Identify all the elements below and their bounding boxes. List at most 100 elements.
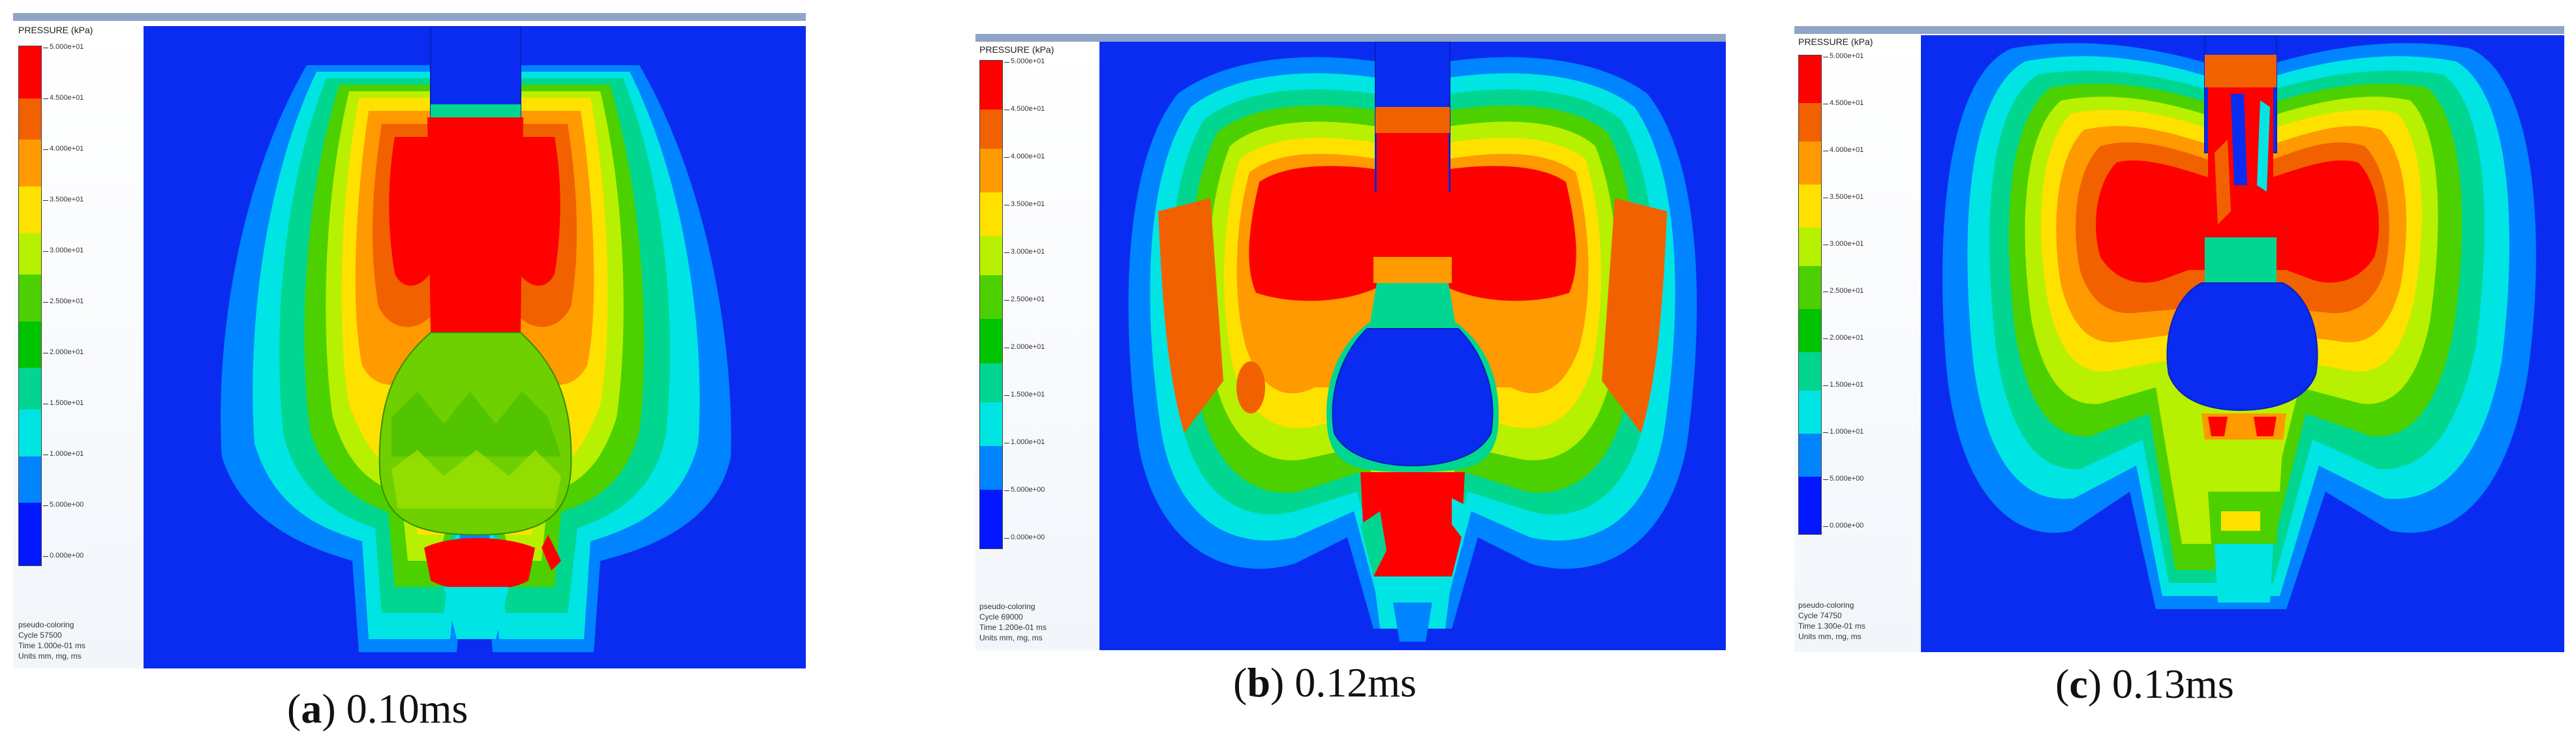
legend-swatch [1799, 352, 1821, 391]
legend-swatch [19, 275, 41, 322]
caption-b: (b) 0.12ms [1233, 659, 1417, 706]
legend-title: PRESSURE (kPa) [18, 25, 93, 35]
legend-tick: 0.000e+00 [1822, 522, 1864, 530]
simulation-info: pseudo-coloring Cycle 74750 Time 1.300e-… [1798, 600, 1865, 642]
caption-a: (a) 0.10ms [287, 685, 468, 732]
legend-swatch [980, 445, 1002, 490]
legend-swatch [19, 98, 41, 140]
legend-swatch [980, 192, 1002, 237]
legend-swatch [1799, 185, 1821, 228]
legend-tick: 5.000e+00 [1004, 486, 1045, 494]
legend-tick: 0.000e+00 [42, 552, 84, 560]
info-line: Time 1.000e-01 ms [18, 641, 85, 650]
legend-tick: 1.500e+01 [42, 399, 84, 407]
legend-swatch [19, 321, 41, 368]
legend-tick: 2.000e+01 [1004, 343, 1045, 351]
caption-c: (c) 0.13ms [2055, 661, 2234, 707]
legend-swatch [1799, 390, 1821, 434]
info-line: Time 1.300e-01 ms [1798, 621, 1865, 631]
legend-swatch [980, 61, 1002, 110]
legend-tick: 4.000e+01 [1822, 146, 1864, 154]
legend-tick: 1.000e+01 [42, 450, 84, 458]
legend-swatch [1799, 55, 1821, 104]
legend-tick: 4.500e+01 [42, 94, 84, 102]
legend-tick: 2.500e+01 [1004, 295, 1045, 303]
pressure-contour-plot [1921, 35, 2564, 652]
legend-swatch [19, 233, 41, 275]
legend-tick: 3.500e+01 [1004, 200, 1045, 208]
legend-swatch [980, 275, 1002, 320]
legend-swatch [1799, 228, 1821, 266]
legend-swatch [980, 363, 1002, 402]
caption-time: 0.13ms [2112, 661, 2234, 707]
legend-swatch [19, 186, 41, 233]
legend-swatch [980, 236, 1002, 276]
legend-swatch [980, 490, 1002, 548]
legend-swatch [1799, 308, 1821, 353]
info-line: Cycle 57500 [18, 631, 62, 640]
legend-tick: 5.000e+00 [42, 501, 84, 509]
contour-image [1099, 42, 1726, 650]
legend-swatch [1799, 433, 1821, 477]
info-line: Units mm, mg, ms [18, 651, 82, 661]
legend-swatch [980, 402, 1002, 446]
legend-swatch [19, 410, 41, 456]
legend-tick: 4.500e+01 [1004, 105, 1045, 113]
legend-tick: 2.000e+01 [42, 348, 84, 356]
legend-swatch [980, 148, 1002, 192]
info-line: Cycle 69000 [979, 612, 1023, 621]
legend-tick: 2.500e+01 [1822, 287, 1864, 295]
caption-letter: c [2069, 661, 2088, 707]
legend-tick: 5.000e+01 [1004, 57, 1045, 65]
legend-swatch [19, 368, 41, 410]
legend-title: PRESSURE (kPa) [979, 44, 1054, 55]
color-legend [18, 46, 42, 566]
pressure-contour-plot [144, 26, 806, 668]
legend-swatch [980, 109, 1002, 149]
panel-c: PRESSURE (kPa) 5.000e+01 4.500e+01 4.000… [1794, 26, 2564, 652]
legend-swatch [980, 319, 1002, 363]
legend-tick: 0.000e+00 [1004, 533, 1045, 541]
legend-tick: 3.500e+01 [42, 196, 84, 203]
legend-tick: 1.500e+01 [1004, 391, 1045, 398]
legend-tick: 4.000e+01 [42, 145, 84, 153]
caption-letter: a [301, 685, 322, 732]
legend-tick: 1.500e+01 [1822, 381, 1864, 389]
legend-tick: 2.500e+01 [42, 297, 84, 305]
legend-tick: 1.000e+01 [1822, 428, 1864, 436]
caption-time: 0.10ms [346, 685, 468, 732]
caption-letter: b [1247, 659, 1270, 706]
legend-swatch [19, 503, 41, 565]
legend-swatch [19, 140, 41, 187]
legend-swatch [19, 456, 41, 503]
legend-tick: 3.500e+01 [1822, 193, 1864, 201]
simulation-info: pseudo-coloring Cycle 57500 Time 1.000e-… [18, 620, 85, 661]
legend-tick: 3.000e+01 [1004, 248, 1045, 256]
legend-tick: 1.000e+01 [1004, 438, 1045, 446]
info-line: pseudo-coloring [18, 620, 74, 629]
info-line: Units mm, mg, ms [1798, 632, 1862, 641]
color-legend [979, 60, 1003, 549]
legend-tick: 2.000e+01 [1822, 334, 1864, 342]
legend-tick: 5.000e+01 [1822, 52, 1864, 60]
legend-swatch [1799, 142, 1821, 185]
info-line: pseudo-coloring [1798, 601, 1854, 610]
legend-tick: 3.000e+01 [1822, 240, 1864, 248]
panel-b: PRESSURE (kPa) 5.000e+01 4.500e+01 4.000… [975, 34, 1726, 650]
contour-image [144, 26, 806, 668]
panel-a: PRESSURE (kPa) 5.000e+01 4.500e+01 4.000… [13, 13, 806, 668]
color-legend [1798, 55, 1822, 535]
simulation-info: pseudo-coloring Cycle 69000 Time 1.200e-… [979, 601, 1047, 643]
info-line: pseudo-coloring [979, 602, 1035, 611]
caption-time: 0.12ms [1295, 659, 1417, 706]
info-line: Time 1.200e-01 ms [979, 623, 1047, 632]
legend-swatch [19, 46, 41, 98]
legend-tick: 3.000e+01 [42, 247, 84, 254]
contour-image [1921, 35, 2564, 652]
legend-tick: 5.000e+01 [42, 43, 84, 51]
legend-tick: 4.500e+01 [1822, 99, 1864, 107]
legend-swatch [1799, 476, 1821, 534]
info-line: Cycle 74750 [1798, 611, 1842, 620]
pressure-contour-plot [1099, 42, 1726, 650]
legend-title: PRESSURE (kPa) [1798, 37, 1873, 47]
